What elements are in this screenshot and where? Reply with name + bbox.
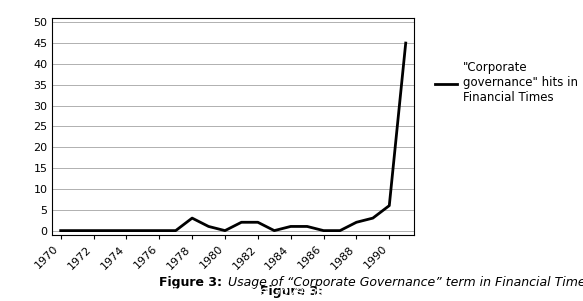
Text: Usage of “Corporate Governance” term in Financial Times: Usage of “Corporate Governance” term in …: [224, 276, 583, 290]
Text: Figure 3: Usage of “Corporate Governance” term in Financial Times: Figure 3: Usage of “Corporate Governance…: [80, 285, 503, 298]
Legend: "Corporate
governance" hits in
Financial Times: "Corporate governance" hits in Financial…: [431, 57, 582, 109]
Text: Figure 3:: Figure 3:: [260, 285, 323, 298]
Text: Figure 3:: Figure 3:: [159, 276, 222, 290]
